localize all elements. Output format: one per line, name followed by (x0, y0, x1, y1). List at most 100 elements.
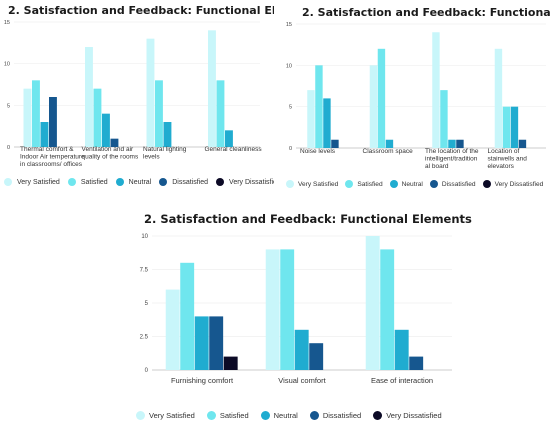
legend-item: Neutral (389, 180, 423, 188)
legend-item: Satisfied (345, 180, 383, 188)
bar (209, 316, 224, 370)
legend-label: Neutral (128, 178, 152, 186)
legend-label: Neutral (401, 180, 423, 188)
legend-swatch (373, 411, 383, 420)
y-tick-label: 10 (141, 234, 148, 240)
legend-label: Satisfied (219, 411, 249, 420)
category-label: Thermal comfort & Indoor Air temperature i… (20, 146, 85, 168)
legend-swatch (216, 178, 225, 186)
y-tick-label: 0 (145, 368, 149, 374)
y-tick-label: 10 (4, 62, 10, 68)
bar (208, 30, 216, 147)
chart-legend: Very Satisfied Satisfied Neutral Dissatisfi… (286, 180, 550, 188)
bar (494, 48, 503, 148)
legend-label: Dissatisfied (322, 411, 362, 420)
y-tick-label: 5 (289, 105, 292, 111)
category-label: The location of the intelligent/tradition… (425, 148, 479, 170)
legend-swatch (67, 178, 76, 186)
y-tick-label: 5 (7, 103, 10, 109)
legend-swatch (309, 411, 319, 420)
bar (331, 139, 339, 148)
bar (365, 236, 380, 370)
y-tick-label: 5 (145, 301, 149, 307)
bar (23, 88, 32, 147)
bar (518, 139, 527, 148)
bar (307, 90, 315, 148)
legend-item: Very Satisfied (4, 178, 60, 186)
bar (194, 316, 209, 370)
chart-panel-3: 2. Satisfaction and Feedback: Functional… (96, 208, 476, 426)
legend-item: Satisfied (206, 411, 249, 420)
y-tick-label: 7.5 (140, 268, 149, 274)
chart-title: 2. Satisfaction and Feedback: Functional… (144, 212, 472, 226)
legend-label: Satisfied (357, 180, 383, 188)
legend-swatch (159, 178, 168, 186)
legend-swatch (260, 411, 270, 420)
chart-title: 2. Satisfaction and Feedback: Functional… (302, 6, 550, 19)
bar (294, 329, 309, 370)
bar (85, 47, 93, 147)
legend-label: Very Satisfied (149, 411, 195, 420)
bar (377, 48, 386, 148)
bar (409, 356, 424, 370)
legend-label: Very Dissatisfied (229, 178, 274, 186)
chart-panel-2: 2. Satisfaction and Feedback: Functional… (282, 6, 550, 198)
bar (448, 139, 456, 148)
legend-label: Very Satisfied (17, 178, 60, 186)
legend-item: Satisfied (67, 178, 108, 186)
bar (40, 122, 49, 147)
legend-item: Dissatisfied (429, 180, 476, 188)
legend-swatch (4, 178, 12, 186)
category-label: Furnishing comfort (171, 376, 234, 385)
legend-swatch (482, 180, 491, 188)
legend-label: Dissatisfied (441, 180, 476, 188)
bar (432, 32, 440, 149)
category-label: Location of stairwells and elevators (488, 148, 528, 170)
bar-chart: 0 5 10 15 Thermal comfort & Indoor Air temper… (4, 20, 263, 168)
bar (110, 138, 119, 147)
legend-swatch (345, 180, 354, 188)
bar (510, 106, 519, 148)
bar (163, 122, 172, 147)
legend-item: Very Satisfied (136, 411, 195, 420)
bar (502, 106, 511, 148)
y-tick-label: 15 (286, 22, 292, 28)
legend-label: Very Dissatisfied (386, 411, 442, 420)
legend-label: Dissatisfied (172, 178, 209, 186)
y-tick-label: 2.5 (140, 335, 149, 341)
category-label: General cleanliness (205, 146, 263, 153)
bar (394, 329, 409, 370)
legend-swatch (136, 411, 145, 420)
y-tick-label: 0 (7, 145, 10, 151)
bar (155, 80, 163, 147)
legend-swatch (115, 178, 124, 186)
bar (315, 65, 323, 148)
bar (165, 289, 180, 370)
legend-item: Very Dissatisfied (373, 411, 442, 420)
bar (323, 98, 331, 148)
bar (49, 97, 57, 147)
y-tick-label: 10 (286, 63, 292, 69)
bar-chart: 0 2.5 5 7.5 10 Furnishing comfort Visual comfo… (140, 234, 452, 385)
category-label: Classroom space (363, 148, 414, 155)
chart-title: 2. Satisfaction and Feedback: Functional… (8, 4, 274, 17)
legend-item: Neutral (115, 178, 152, 186)
chart-legend: Very Satisfied Satisfied Neutral Dissatisfi… (4, 178, 274, 186)
bar (456, 139, 464, 148)
legend-item: Neutral (260, 411, 298, 420)
bar (440, 90, 448, 148)
legend-item: Very Dissatisfied (482, 180, 543, 188)
bar (265, 249, 280, 370)
y-tick-label: 0 (289, 146, 292, 152)
bar (280, 249, 295, 370)
legend-label: Neutral (273, 411, 298, 420)
legend-item: Dissatisfied (159, 178, 208, 186)
bar-chart: 0 5 10 15 Noise levels Classroom space The loc… (286, 22, 546, 170)
category-label: Ventilation and air quality of the rooms (82, 146, 139, 161)
legend-label: Very Satisfied (298, 180, 339, 188)
legend-item: Very Dissatisfied (216, 178, 274, 186)
bar (93, 88, 102, 147)
legend-label: Satisfied (80, 178, 108, 186)
bar (216, 80, 225, 147)
bar (309, 343, 324, 370)
